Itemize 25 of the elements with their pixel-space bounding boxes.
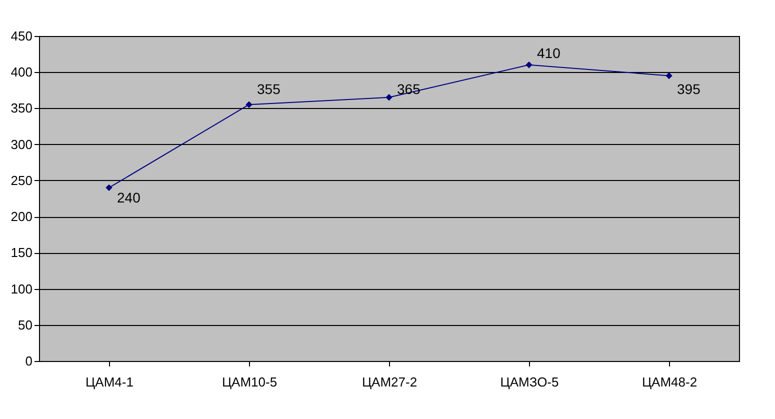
- y-tick-label: 50: [18, 317, 32, 332]
- point: [666, 72, 672, 80]
- data-label: 410: [537, 45, 561, 62]
- y-tick-label: 300: [10, 136, 32, 152]
- point: [246, 101, 252, 108]
- x-tick-label: ЦАМ27-2: [362, 374, 418, 390]
- data-label: 355: [257, 81, 281, 98]
- point: [386, 94, 392, 101]
- x-tick-label: ЦАМ10-5: [222, 374, 278, 390]
- y-tick-label: 400: [10, 64, 32, 80]
- x-tick-label: ЦАМ4-1: [86, 374, 134, 390]
- y-tick-label: 450: [10, 28, 32, 44]
- y-tick-label: 0: [25, 354, 32, 368]
- y-tick-label: 100: [10, 281, 32, 296]
- x-tick-label: ЦАМ48-2: [642, 374, 698, 390]
- point: [526, 62, 532, 68]
- point: [106, 184, 112, 192]
- y-tick-label: 350: [10, 100, 32, 116]
- y-tick-label: 150: [10, 245, 32, 260]
- data-label: 240: [117, 190, 141, 206]
- x-tick-label: ЦАМЗО-5: [500, 374, 559, 390]
- y-tick-label: 200: [10, 209, 32, 224]
- data-label: 395: [677, 81, 701, 98]
- y-tick-label: 250: [10, 172, 32, 188]
- data-label: 365: [397, 81, 421, 98]
